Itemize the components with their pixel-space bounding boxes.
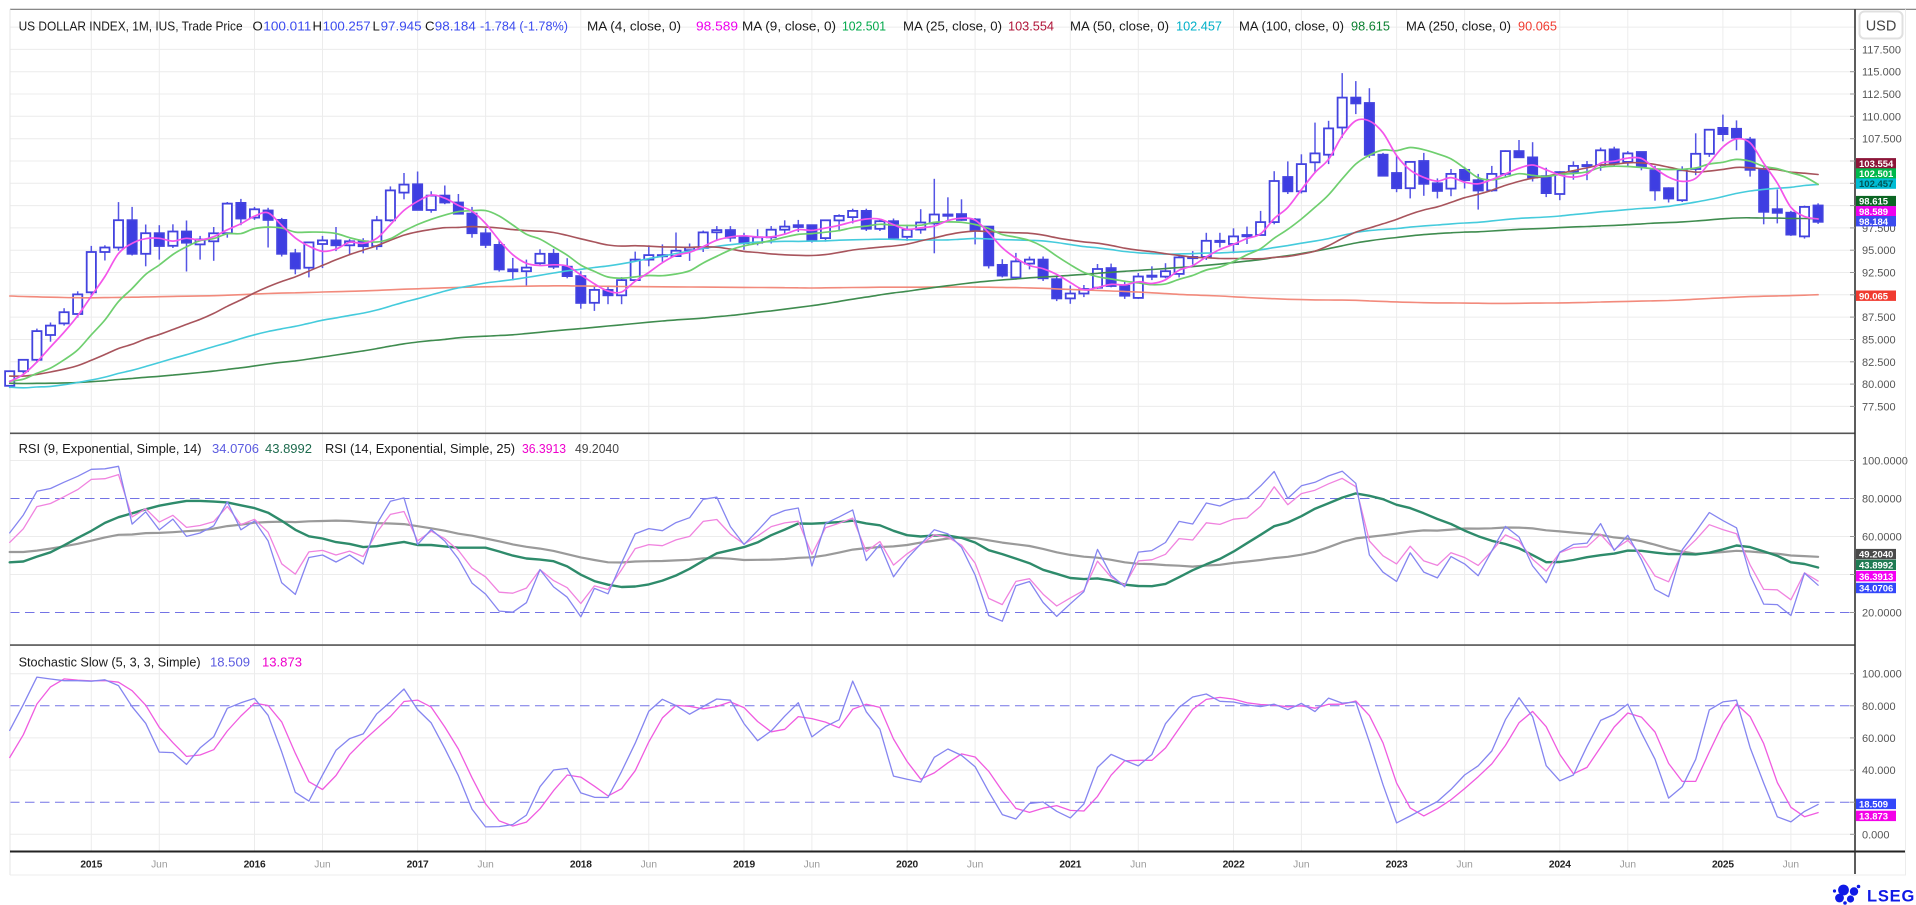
svg-text:115.000: 115.000: [1862, 67, 1901, 79]
svg-text:13.873: 13.873: [262, 655, 302, 670]
svg-text:Jun: Jun: [314, 860, 330, 871]
svg-text:103.554: 103.554: [1008, 19, 1054, 34]
svg-text:USD: USD: [1866, 19, 1897, 35]
svg-text:36.3913: 36.3913: [1859, 572, 1893, 583]
svg-text:97.945: 97.945: [381, 19, 422, 34]
svg-text:98.184: 98.184: [1859, 217, 1889, 228]
svg-text:0.000: 0.000: [1862, 829, 1890, 841]
svg-text:102.501: 102.501: [842, 19, 886, 34]
svg-text:MA (50, close, 0): MA (50, close, 0): [1070, 19, 1169, 34]
svg-text:43.8992: 43.8992: [1859, 561, 1893, 572]
svg-text:2018: 2018: [570, 860, 592, 871]
svg-text:MA (9, close, 0): MA (9, close, 0): [742, 19, 836, 34]
svg-text:90.065: 90.065: [1859, 291, 1889, 302]
svg-text:Jun: Jun: [1620, 860, 1636, 871]
svg-text:98.589: 98.589: [696, 19, 738, 34]
svg-text:Jun: Jun: [1130, 860, 1146, 871]
svg-text:92.500: 92.500: [1862, 268, 1896, 280]
svg-text:49.2040: 49.2040: [1859, 550, 1893, 561]
svg-text:Jun: Jun: [151, 860, 167, 871]
svg-text:2020: 2020: [896, 860, 918, 871]
svg-text:US DOLLAR INDEX, 1M, IUS, Trad: US DOLLAR INDEX, 1M, IUS, Trade Price: [19, 19, 243, 34]
svg-text:L: L: [373, 19, 380, 34]
svg-text:MA (100, close, 0): MA (100, close, 0): [1239, 19, 1344, 34]
svg-text:MA (4, close, 0): MA (4, close, 0): [587, 19, 681, 34]
svg-text:90.065: 90.065: [1518, 19, 1557, 34]
svg-text:O: O: [253, 19, 263, 34]
svg-text:98.184: 98.184: [435, 19, 476, 34]
svg-text:2022: 2022: [1223, 860, 1245, 871]
svg-text:-1.784 (-1.78%): -1.784 (-1.78%): [480, 19, 568, 34]
svg-text:110.000: 110.000: [1862, 111, 1901, 123]
svg-text:100.000: 100.000: [1862, 669, 1902, 681]
svg-text:49.2040: 49.2040: [575, 441, 619, 456]
svg-text:RSI (9, Exponential, Simple, 1: RSI (9, Exponential, Simple, 14): [19, 441, 202, 456]
svg-text:MA (25, close, 0): MA (25, close, 0): [903, 19, 1002, 34]
svg-text:40.000: 40.000: [1862, 765, 1896, 777]
svg-text:Jun: Jun: [641, 860, 657, 871]
svg-text:85.000: 85.000: [1862, 335, 1896, 347]
svg-text:117.500: 117.500: [1862, 44, 1901, 56]
svg-text:103.554: 103.554: [1859, 159, 1894, 170]
svg-text:2024: 2024: [1549, 860, 1571, 871]
svg-text:80.000: 80.000: [1862, 379, 1896, 391]
svg-text:H: H: [313, 19, 323, 34]
svg-text:102.501: 102.501: [1859, 169, 1894, 180]
svg-text:60.0000: 60.0000: [1862, 532, 1902, 544]
svg-text:60.000: 60.000: [1862, 733, 1896, 745]
svg-text:107.500: 107.500: [1862, 134, 1902, 146]
svg-text:77.500: 77.500: [1862, 401, 1896, 413]
svg-text:Jun: Jun: [804, 860, 820, 871]
svg-text:20.0000: 20.0000: [1862, 608, 1902, 620]
svg-text:Stochastic Slow (5, 3, 3, Simp: Stochastic Slow (5, 3, 3, Simple): [19, 655, 201, 670]
svg-text:87.500: 87.500: [1862, 312, 1896, 324]
svg-text:2019: 2019: [733, 860, 755, 871]
svg-text:Jun: Jun: [477, 860, 493, 871]
svg-text:102.457: 102.457: [1176, 19, 1222, 34]
svg-text:80.000: 80.000: [1862, 701, 1896, 713]
svg-text:95.000: 95.000: [1862, 245, 1896, 257]
svg-text:100.0000: 100.0000: [1862, 456, 1908, 468]
svg-text:102.457: 102.457: [1859, 179, 1893, 190]
svg-text:2016: 2016: [244, 860, 266, 871]
svg-text:RSI (14, Exponential, Simple,: RSI (14, Exponential, Simple, 25): [325, 441, 515, 456]
svg-text:2015: 2015: [80, 860, 102, 871]
svg-text:18.509: 18.509: [210, 655, 250, 670]
svg-text:MA (250, close, 0): MA (250, close, 0): [1406, 19, 1511, 34]
svg-text:Jun: Jun: [1456, 860, 1472, 871]
svg-text:2023: 2023: [1386, 860, 1408, 871]
svg-text:36.3913: 36.3913: [522, 441, 566, 456]
svg-text:C: C: [425, 19, 435, 34]
svg-text:100.257: 100.257: [323, 19, 371, 34]
svg-text:98.615: 98.615: [1351, 19, 1390, 34]
svg-text:80.0000: 80.0000: [1862, 494, 1902, 506]
svg-text:34.0706: 34.0706: [1859, 584, 1893, 595]
svg-text:43.8992: 43.8992: [265, 441, 312, 456]
svg-text:34.0706: 34.0706: [212, 441, 259, 456]
svg-text:LSEG: LSEG: [1867, 888, 1915, 905]
svg-text:112.500: 112.500: [1862, 89, 1901, 101]
svg-text:2017: 2017: [407, 860, 429, 871]
svg-text:18.509: 18.509: [1859, 800, 1888, 811]
svg-text:13.873: 13.873: [1859, 812, 1888, 823]
svg-text:98.589: 98.589: [1859, 207, 1888, 218]
svg-text:98.615: 98.615: [1859, 197, 1889, 208]
svg-text:82.500: 82.500: [1862, 357, 1896, 369]
svg-text:2025: 2025: [1712, 860, 1734, 871]
svg-text:Jun: Jun: [967, 860, 983, 871]
svg-text:2021: 2021: [1059, 860, 1081, 871]
svg-text:Jun: Jun: [1783, 860, 1799, 871]
svg-text:100.011: 100.011: [263, 19, 311, 34]
svg-text:Jun: Jun: [1293, 860, 1309, 871]
